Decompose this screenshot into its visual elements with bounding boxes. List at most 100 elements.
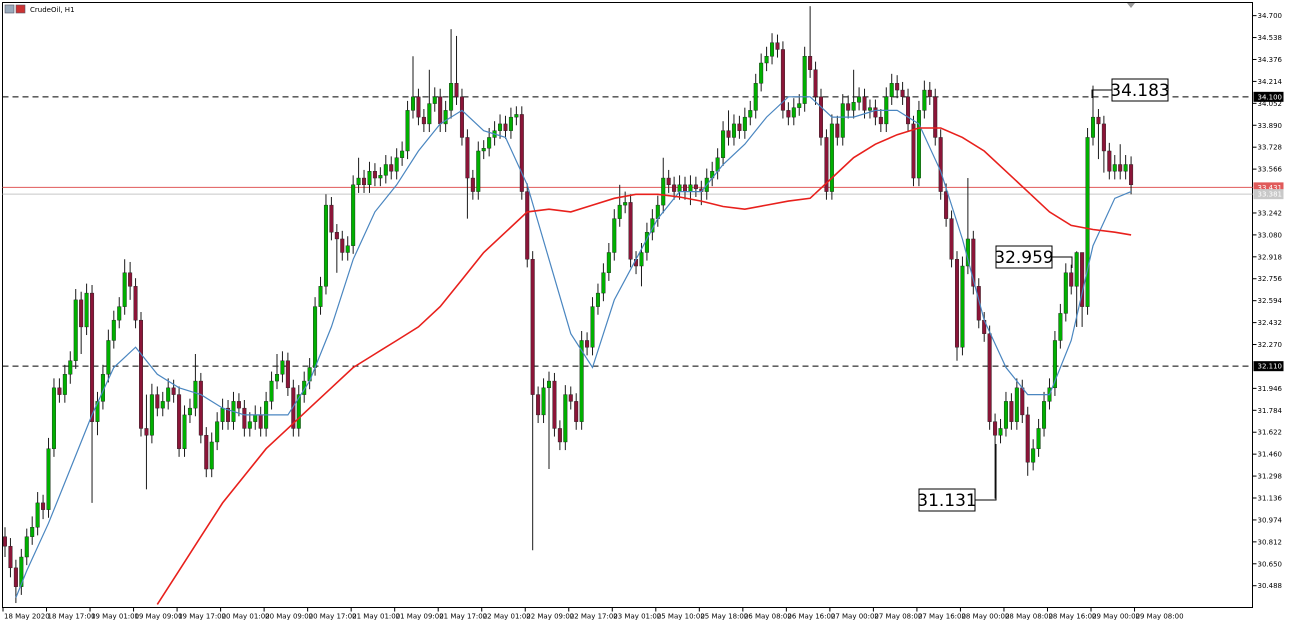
candle-body [160, 401, 165, 409]
y-tick-label: 31.946 [1258, 385, 1283, 393]
x-tick-label: 18 May 17:00 [48, 613, 96, 621]
candle-body [541, 387, 546, 416]
candle-body [786, 110, 791, 118]
candle-body [1118, 164, 1123, 172]
y-tick-label: 32.918 [1258, 253, 1283, 261]
candle-body [585, 340, 590, 348]
candle-body [1036, 428, 1041, 449]
candle-body [487, 137, 492, 149]
scroll-marker[interactable] [1127, 3, 1135, 8]
candle-body [1074, 252, 1079, 287]
annotation-label: 32.959 [994, 248, 1053, 268]
candle-body [867, 107, 872, 111]
candle-body [275, 374, 280, 382]
candle-body [579, 340, 584, 422]
candle-body [949, 218, 954, 260]
candle-body [764, 56, 769, 64]
x-tick-label: 22 May 09:00 [526, 613, 574, 621]
candle-body [41, 502, 46, 510]
x-tick-label: 25 May 10:00 [657, 613, 705, 621]
candle-body [226, 407, 231, 422]
candle-body [329, 204, 334, 233]
price-label: 33.381 [1258, 191, 1283, 199]
candle-body [971, 238, 976, 287]
x-tick-label: 25 May 18:00 [700, 613, 748, 621]
candle-body [661, 177, 666, 206]
x-tick-label: 28 May 16:00 [1048, 613, 1096, 621]
candle-body [568, 394, 573, 402]
candle-body [688, 184, 693, 192]
icon [15, 4, 26, 14]
price-label: 32.110 [1258, 363, 1283, 371]
x-tick-label: 29 May 08:00 [1136, 613, 1184, 621]
candle-body [19, 556, 24, 587]
candle-body [791, 107, 796, 118]
candle-body [808, 56, 813, 70]
candle-body [79, 299, 84, 328]
candle-body [111, 319, 116, 341]
candle-body [737, 123, 742, 131]
candle-body [443, 110, 448, 125]
y-tick-label: 30.488 [1258, 582, 1283, 590]
candle-body [976, 286, 981, 321]
candle-body [269, 380, 274, 402]
candle-body [193, 380, 198, 409]
candle-body [1069, 272, 1074, 287]
candle-body [171, 387, 176, 395]
candle-body [405, 110, 410, 152]
candle-body [138, 319, 143, 429]
candle-body [813, 69, 818, 98]
candle-body [8, 545, 13, 569]
candle-body [242, 407, 247, 429]
candle-body [57, 387, 62, 395]
candle-body [677, 184, 682, 192]
x-tick-label: 26 May 08:00 [744, 613, 792, 621]
candle-body [552, 380, 557, 429]
candle-body [285, 360, 290, 389]
y-tick-label: 31.460 [1258, 451, 1283, 459]
candle-body [1090, 116, 1095, 138]
price-label-box [1253, 361, 1284, 372]
x-tick-label: 27 May 16:00 [918, 613, 966, 621]
candle-body [449, 83, 454, 111]
candle-body [840, 103, 845, 138]
candle-body [1042, 401, 1047, 429]
candle-body [1085, 137, 1090, 307]
candle-body [525, 191, 530, 260]
annotation-connector [975, 444, 997, 501]
candle-body [753, 83, 758, 111]
candle-body [340, 238, 345, 253]
candle-body [851, 102, 856, 111]
candle-body [362, 177, 367, 186]
y-tick-label: 34.376 [1258, 56, 1283, 64]
candle-body [742, 116, 747, 131]
candle-body [519, 114, 524, 192]
candle-body [247, 421, 252, 429]
candle-body [356, 177, 361, 186]
x-tick-label: 29 May 00:00 [1092, 613, 1140, 621]
candle-body [563, 394, 568, 443]
candle-body [922, 89, 927, 111]
candle-body [862, 96, 867, 111]
candle-body [438, 96, 443, 125]
candle-body [911, 123, 916, 179]
candle-body [998, 428, 1003, 436]
price-label: 33.431 [1258, 184, 1283, 192]
candle-body [367, 171, 372, 186]
moving-average [156, 127, 1132, 605]
candle-body [895, 83, 900, 91]
candle-body [46, 448, 51, 510]
candle-body [666, 177, 671, 186]
candle-body [476, 150, 481, 192]
candle-body [117, 306, 122, 321]
x-tick-label: 26 May 16:00 [787, 613, 835, 621]
candle-body [503, 123, 508, 131]
candle-body [454, 83, 459, 98]
candle-body [459, 96, 464, 138]
candle-body [62, 374, 67, 395]
annotation-box [918, 488, 976, 512]
candle-body [916, 110, 921, 179]
annotation-connector [1052, 256, 1073, 268]
candle-body [427, 103, 432, 125]
